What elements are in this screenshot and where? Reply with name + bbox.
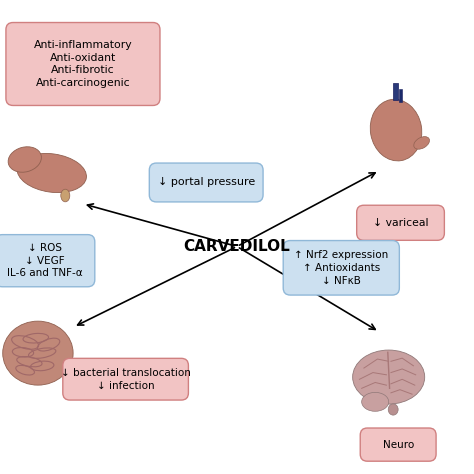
Ellipse shape [353, 350, 425, 404]
Ellipse shape [370, 100, 422, 161]
FancyBboxPatch shape [0, 235, 95, 287]
Ellipse shape [3, 321, 73, 385]
Ellipse shape [17, 154, 86, 192]
Text: CARVEDILOL: CARVEDILOL [183, 239, 291, 254]
Bar [393, 83, 398, 100]
FancyBboxPatch shape [63, 358, 189, 400]
Text: ↓ bacterial translocation
↓ infection: ↓ bacterial translocation ↓ infection [61, 368, 191, 391]
FancyBboxPatch shape [6, 23, 160, 106]
Text: ↓ ROS
↓ VEGF
IL-6 and TNF-α: ↓ ROS ↓ VEGF IL-6 and TNF-α [7, 243, 83, 279]
Text: Anti-inflammatory
Anti-oxidant
Anti-fibrotic
Anti-carcinogenic: Anti-inflammatory Anti-oxidant Anti-fibr… [34, 40, 132, 88]
FancyBboxPatch shape [360, 428, 436, 461]
Text: ↓ variceal: ↓ variceal [373, 218, 428, 228]
Bar [399, 89, 402, 101]
FancyBboxPatch shape [149, 163, 263, 202]
Ellipse shape [362, 392, 389, 411]
Text: Neuro: Neuro [383, 439, 414, 450]
FancyBboxPatch shape [356, 205, 444, 240]
Text: ↓ portal pressure: ↓ portal pressure [157, 177, 255, 188]
Text: ↑ Nrf2 expression
↑ Antioxidants
↓ NFκB: ↑ Nrf2 expression ↑ Antioxidants ↓ NFκB [294, 250, 388, 286]
FancyBboxPatch shape [283, 241, 399, 295]
Ellipse shape [414, 137, 429, 149]
Ellipse shape [388, 404, 398, 415]
Ellipse shape [8, 147, 41, 172]
Ellipse shape [61, 189, 70, 202]
